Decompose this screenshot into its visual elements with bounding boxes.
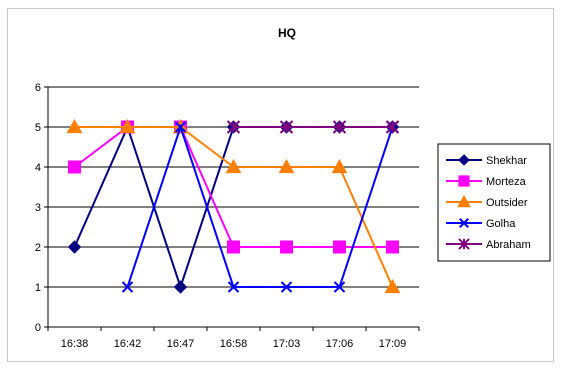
legend-marker [459,218,469,228]
x-tick-label: 16:42 [114,338,142,350]
x-tick-label: 16:47 [167,338,195,350]
series-outsider [66,118,401,294]
x-tick-label: 17:06 [326,338,354,350]
marker-stroke [459,218,469,228]
legend-label: Morteza [486,176,527,188]
legend-label: Abraham [486,239,531,251]
y-tick-label: 1 [35,282,41,294]
x-tick-label: 16:58 [220,338,248,350]
data-point [68,160,81,174]
legend-item-golha: Golha [446,218,516,230]
y-tick-label: 4 [35,162,41,174]
data-point [280,240,293,254]
legend-item-outsider: Outsider [446,195,528,209]
x-tick-label: 16:38 [61,338,89,350]
data-point [227,281,240,293]
data-point [67,240,82,254]
data-point [173,280,188,294]
series-abraham [226,120,400,134]
legend-label: Golha [486,218,516,230]
marker-stroke [280,281,293,293]
legend-marker [458,175,470,187]
data-point [121,281,134,293]
legend: Shekhar Morteza Outsider Golha Abraham [437,143,551,262]
legend-marker [458,154,470,166]
marker-stroke [121,281,134,293]
legend-item-shekhar: Shekhar [446,154,527,167]
marker-stroke [227,281,240,293]
data-point [332,120,347,134]
data-point [278,158,295,174]
data-point [66,118,83,134]
data-point [225,158,242,174]
axes: 0 1 2 3 4 5 6 16:38 16:42 16:47 16:58 17:03 17:06 17:… [35,82,420,350]
data-point [384,278,401,294]
data-point [226,120,241,134]
data-point [174,121,187,133]
x-tick-label: 17:03 [273,338,301,350]
series-line [126,123,394,288]
series-line [73,126,393,248]
legend-marker [458,238,470,250]
data-point [331,158,348,174]
legend-label: Outsider [486,197,528,209]
legend-label: Shekhar [486,155,527,167]
data-point [333,281,346,293]
y-tick-label: 0 [35,322,41,334]
data-point [227,240,240,254]
data-point [386,240,399,254]
legend-marker [457,195,471,208]
data-point [119,118,136,134]
y-tick-label: 2 [35,242,41,254]
y-tick-label: 6 [35,82,41,94]
legend-item-abraham: Abraham [446,238,531,251]
y-tick-label: 3 [35,202,41,214]
series-layer [66,118,401,294]
legend-item-morteza: Morteza [446,175,527,188]
chart-title: HQ [278,26,296,40]
data-point [333,240,346,254]
gridlines [48,86,419,288]
x-tick-label: 17:09 [379,338,407,350]
data-point [385,120,400,134]
data-point [280,281,293,293]
marker-stroke [333,281,346,293]
data-point [279,120,294,134]
y-tick-label: 5 [35,122,41,134]
marker-stroke [174,121,187,133]
